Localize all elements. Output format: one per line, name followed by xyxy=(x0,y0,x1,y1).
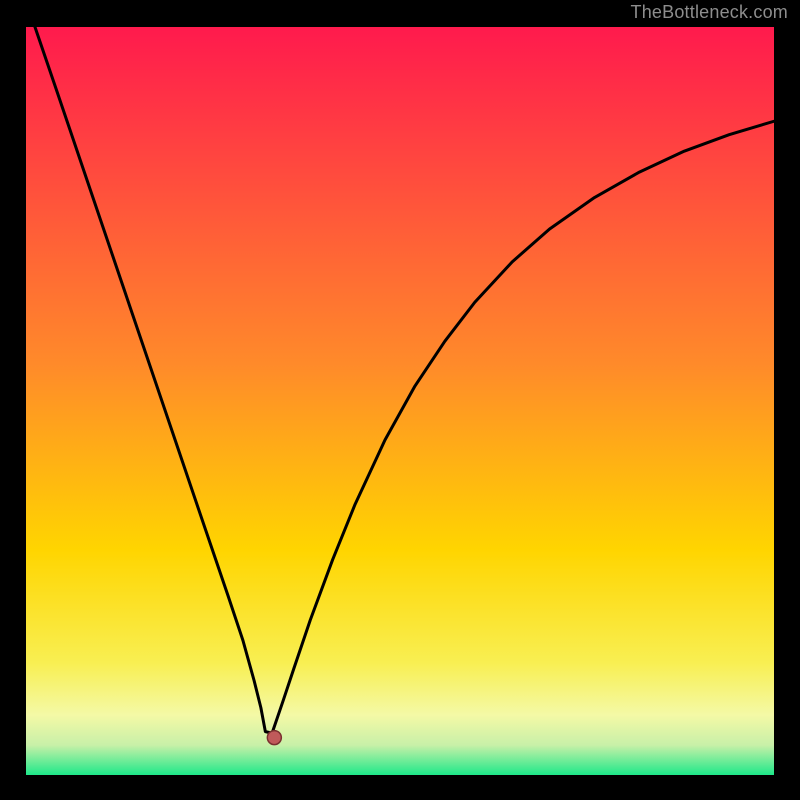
minimum-marker xyxy=(267,731,281,745)
watermark-text: TheBottleneck.com xyxy=(631,2,788,23)
chart-svg xyxy=(26,27,774,775)
bottleneck-curve xyxy=(35,27,774,733)
plot-area xyxy=(26,27,774,775)
